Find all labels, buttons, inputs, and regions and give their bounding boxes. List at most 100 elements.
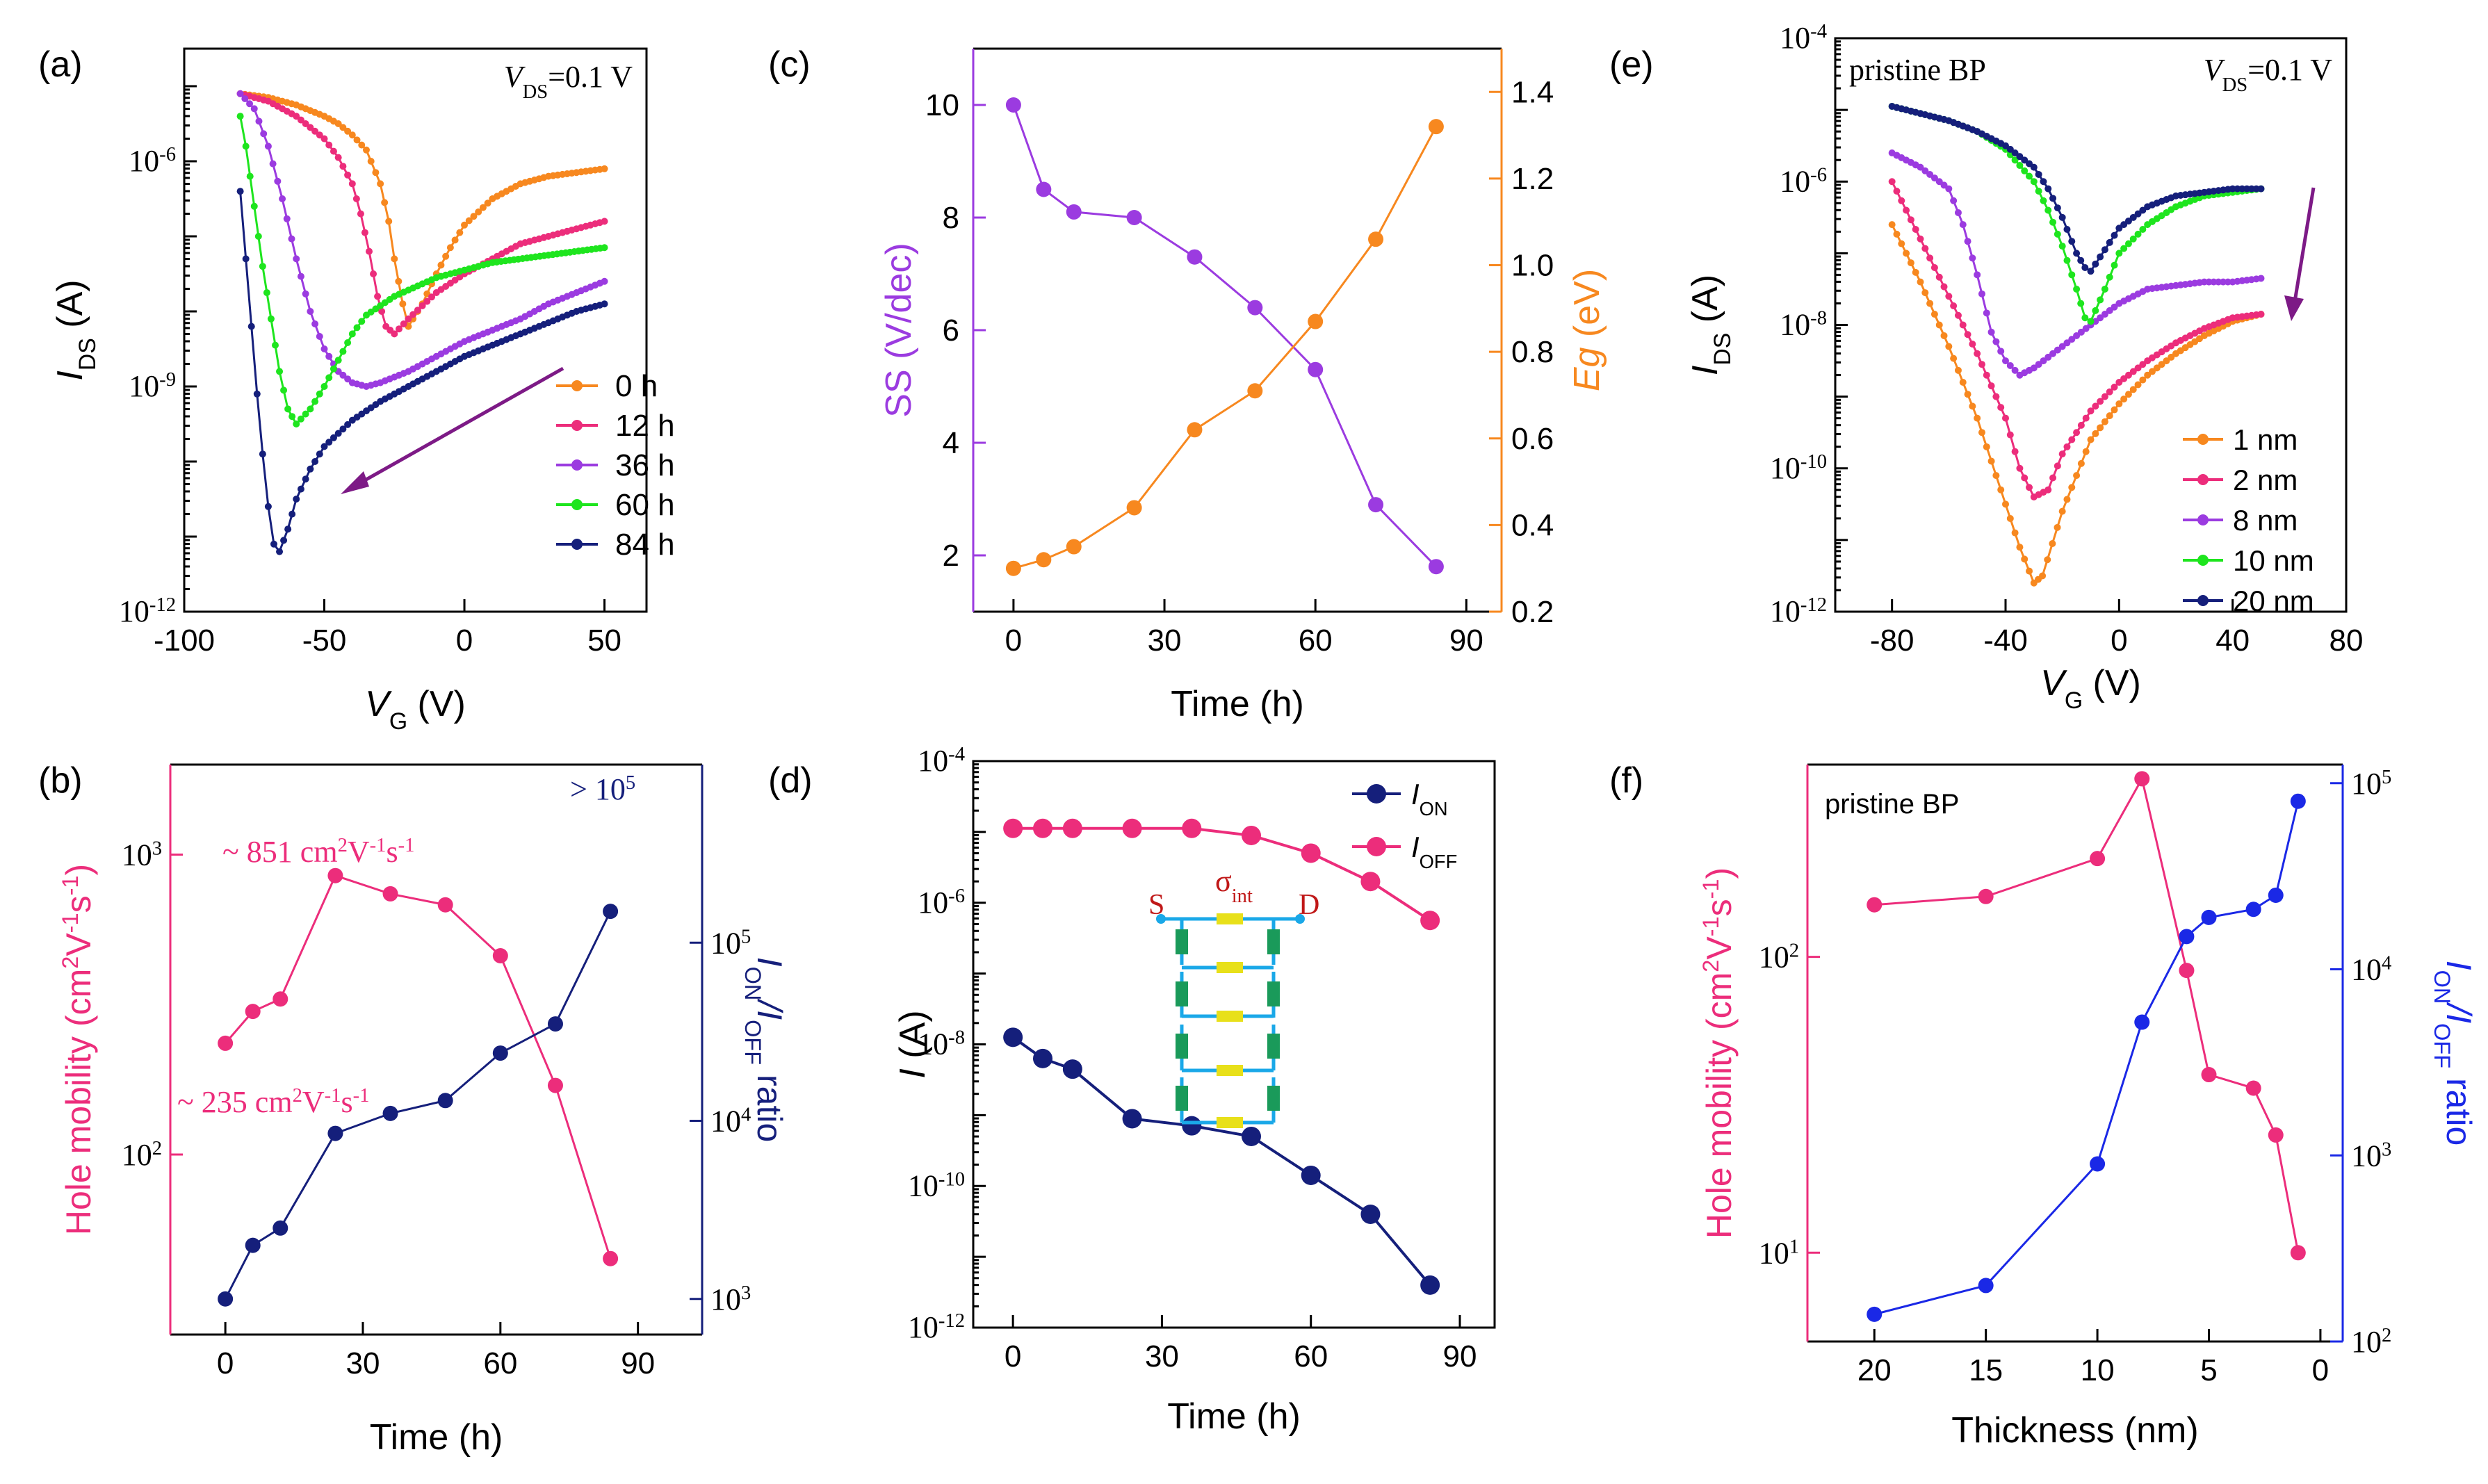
data-point: [1912, 226, 1919, 233]
data-point: [2054, 204, 2061, 212]
data-point: [2106, 412, 2113, 420]
panel-d-xtick-label: 0: [1005, 1339, 1021, 1373]
data-point: [302, 290, 309, 297]
legend-marker: [2197, 595, 2209, 606]
data-point: [2016, 153, 2024, 161]
panel-a-xtick-label: -50: [302, 623, 347, 658]
data-point: [2021, 474, 2028, 482]
data-point: [2011, 448, 2019, 455]
data-point: [414, 307, 421, 314]
data-point: [2090, 1156, 2106, 1172]
panel-f-xtick-label: 10: [2081, 1353, 2115, 1387]
data-point: [475, 208, 482, 215]
panel-label: (e): [1609, 44, 1654, 85]
data-point: [302, 475, 309, 483]
panel-c-xtick-label: 30: [1148, 623, 1182, 658]
panel-f-xtick-label: 20: [1857, 1353, 1892, 1387]
data-point: [418, 302, 426, 309]
data-point: [2002, 142, 2009, 149]
panel-a-ytick-label: 10-6: [129, 144, 176, 179]
data-point: [2021, 555, 2028, 563]
data-point: [2245, 902, 2261, 918]
panel-d-ytick-label: 10-6: [918, 885, 965, 920]
data-point: [1921, 167, 1929, 174]
data-point: [1992, 338, 2000, 345]
data-point: [2040, 178, 2047, 186]
data-point: [245, 1237, 261, 1253]
legend-marker: [571, 499, 583, 510]
data-point: [1917, 235, 1924, 243]
data-point: [484, 199, 491, 207]
data-point: [1926, 300, 1934, 307]
data-point: [2049, 350, 2057, 357]
data-point: [2201, 1067, 2217, 1083]
data-point: [2016, 464, 2024, 472]
data-point: [1898, 240, 1905, 247]
data-point: [391, 255, 398, 263]
data-point: [437, 897, 453, 913]
data-point: [250, 202, 258, 210]
data-point: [2106, 307, 2113, 314]
data-point: [1978, 361, 1985, 368]
data-point: [311, 458, 319, 465]
data-point: [1935, 273, 1943, 281]
data-point: [320, 135, 328, 142]
data-point: [246, 172, 254, 180]
data-point: [273, 1220, 288, 1236]
arrow-head: [341, 471, 369, 494]
data-point: [358, 141, 366, 149]
data-point: [2111, 406, 2118, 414]
data-point: [2097, 398, 2104, 405]
data-point: [2044, 556, 2051, 564]
inset-interlayer-resistor: [1176, 929, 1188, 954]
panel-e-ytick-label: 10-8: [1780, 307, 1827, 342]
trend-arrow: [2292, 187, 2316, 307]
data-point: [2111, 231, 2118, 239]
data-point: [391, 330, 398, 338]
data-point: [307, 308, 314, 315]
data-point: [348, 330, 356, 338]
data-point: [1360, 1205, 1381, 1224]
data-point: [1950, 302, 1958, 309]
legend-label: ION: [1411, 778, 1448, 820]
data-point: [2124, 371, 2132, 379]
data-point: [353, 324, 361, 332]
data-point: [1974, 350, 1981, 357]
data-point: [2068, 238, 2076, 245]
data-point: [2090, 851, 2106, 867]
data-point: [2139, 226, 2147, 233]
legend-marker: [571, 539, 583, 550]
data-point: [2044, 486, 2052, 494]
data-point: [547, 1016, 563, 1032]
data-point: [1997, 348, 2005, 355]
data-point: [2092, 402, 2099, 410]
data-point: [2011, 149, 2019, 156]
panel-label: (c): [768, 44, 811, 85]
data-point: [1950, 197, 1958, 204]
data-point: [2054, 523, 2061, 531]
data-point: [307, 124, 314, 131]
data-point: [263, 289, 270, 296]
series-line-pink: [1874, 776, 2300, 1253]
data-point: [2101, 311, 2108, 318]
data-point: [1987, 328, 1995, 336]
legend-marker: [571, 459, 583, 471]
data-point: [1978, 429, 1985, 437]
data-point: [547, 1077, 563, 1093]
data-point: [1126, 500, 1142, 516]
data-point: [1921, 289, 1929, 297]
data-point: [2134, 230, 2142, 238]
panel-a-xtick-label: 0: [456, 623, 473, 658]
data-point: [327, 867, 343, 883]
panel-d-ytick-label: 10-4: [918, 744, 965, 778]
data-point: [399, 300, 407, 308]
data-point: [2026, 567, 2033, 575]
data-point: [344, 171, 352, 179]
data-point: [2097, 296, 2104, 304]
data-point: [601, 244, 608, 252]
data-point: [2021, 167, 2028, 174]
data-point: [271, 341, 279, 349]
data-point: [2030, 178, 2038, 186]
data-point: [2063, 443, 2071, 450]
panel-c-ytick-label: 6: [943, 313, 959, 348]
